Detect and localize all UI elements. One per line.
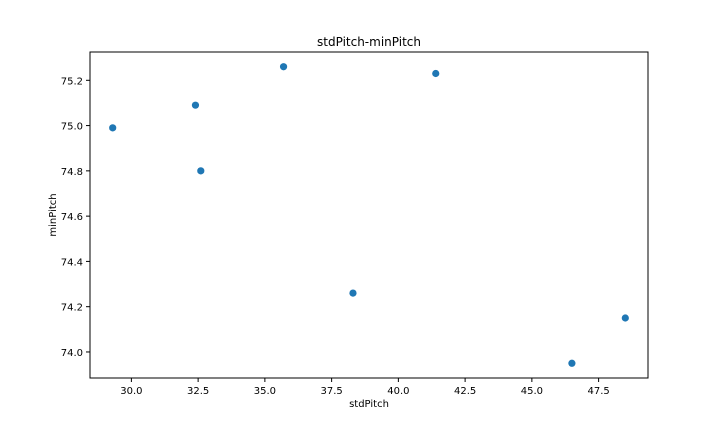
x-tick-label: 42.5: [454, 386, 476, 397]
scatter-point: [432, 69, 440, 78]
scatter-point: [279, 63, 288, 71]
scatter-point: [197, 167, 205, 175]
data-points: [109, 63, 629, 367]
y-tick-label: 74.6: [61, 212, 83, 223]
y-axis-label: minPitch: [48, 193, 59, 236]
scatter-point: [109, 124, 117, 132]
scatter-point: [349, 289, 357, 297]
x-tick-label: 32.5: [187, 386, 209, 397]
x-tick-label: 47.5: [587, 386, 609, 397]
y-tick-label: 74.2: [61, 303, 83, 314]
x-tick-label: 30.0: [120, 386, 142, 397]
y-tick-label: 74.4: [61, 257, 83, 268]
x-axis: 30.0 32.5 35.0 37.5 40.0 42.5 45.0 47.5: [120, 378, 610, 397]
x-axis-label: stdPitch: [349, 399, 389, 410]
chart-title: stdPitch-minPitch: [317, 35, 421, 49]
y-tick-label: 74.8: [61, 167, 83, 178]
y-tick-label: 75.2: [61, 76, 83, 87]
x-tick-label: 35.0: [254, 386, 276, 397]
x-tick-label: 37.5: [320, 386, 342, 397]
y-tick-label: 75.0: [61, 122, 83, 133]
scatter-point: [621, 314, 629, 322]
x-tick-label: 40.0: [387, 386, 409, 397]
x-tick-label: 45.0: [521, 386, 543, 397]
plot-area: [89, 51, 649, 379]
y-tick-label: 74.0: [61, 348, 83, 359]
y-axis: 74.0 74.2 74.4 74.6 74.8 75.0 75.2: [61, 76, 90, 359]
scatter-point: [568, 359, 576, 367]
scatter-point: [191, 101, 200, 109]
